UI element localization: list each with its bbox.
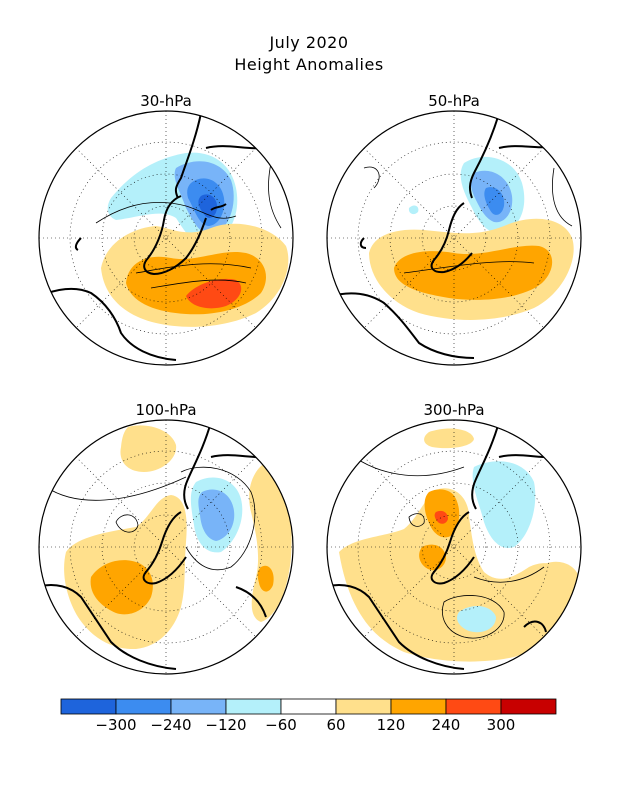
map-border xyxy=(38,110,294,366)
colorbar-swatch xyxy=(115,698,172,715)
map-panel-30hpa xyxy=(36,108,296,368)
colorbar-swatch xyxy=(225,698,282,715)
graticule xyxy=(327,420,581,674)
colorbar-swatch xyxy=(280,698,337,715)
colorbar-tick-label: −60 xyxy=(265,716,297,734)
anomaly-fills xyxy=(101,152,289,327)
colorbar-tick-label: 300 xyxy=(486,716,516,734)
colorbar xyxy=(60,698,557,715)
colorbar-swatch xyxy=(445,698,502,715)
colorbar-swatch xyxy=(170,698,227,715)
colorbar-swatch xyxy=(60,698,117,715)
panel-label-50hpa: 50-hPa xyxy=(428,92,480,110)
panel-label-100hpa: 100-hPa xyxy=(135,401,197,419)
panel-label-300hpa: 300-hPa xyxy=(423,401,485,419)
colorbar-swatch xyxy=(335,698,392,715)
colorbar-tick-label: −300 xyxy=(95,716,137,734)
contour-lines xyxy=(353,456,545,639)
colorbar-tick-label: −120 xyxy=(205,716,247,734)
colorbar-tick-label: 240 xyxy=(431,716,461,734)
colorbar-tick-label: −240 xyxy=(150,716,192,734)
graticule xyxy=(39,420,293,674)
panel-label-30hpa: 30-hPa xyxy=(140,92,192,110)
colorbar-swatch xyxy=(500,698,557,715)
map-panel-50hpa xyxy=(324,108,584,368)
graticule xyxy=(327,111,581,365)
title-date: July 2020 xyxy=(269,33,349,52)
contour-lines xyxy=(45,466,256,571)
anomaly-fills xyxy=(369,156,574,320)
anomaly-fills xyxy=(64,425,292,650)
contour-lines xyxy=(363,166,573,274)
colorbar-tick-label: 60 xyxy=(326,716,346,734)
title-variable: Height Anomalies xyxy=(234,55,384,74)
colorbar-swatch xyxy=(390,698,447,715)
map-panel-300hpa xyxy=(324,417,584,677)
map-panel-100hpa xyxy=(36,417,296,677)
colorbar-tick-label: 120 xyxy=(376,716,406,734)
